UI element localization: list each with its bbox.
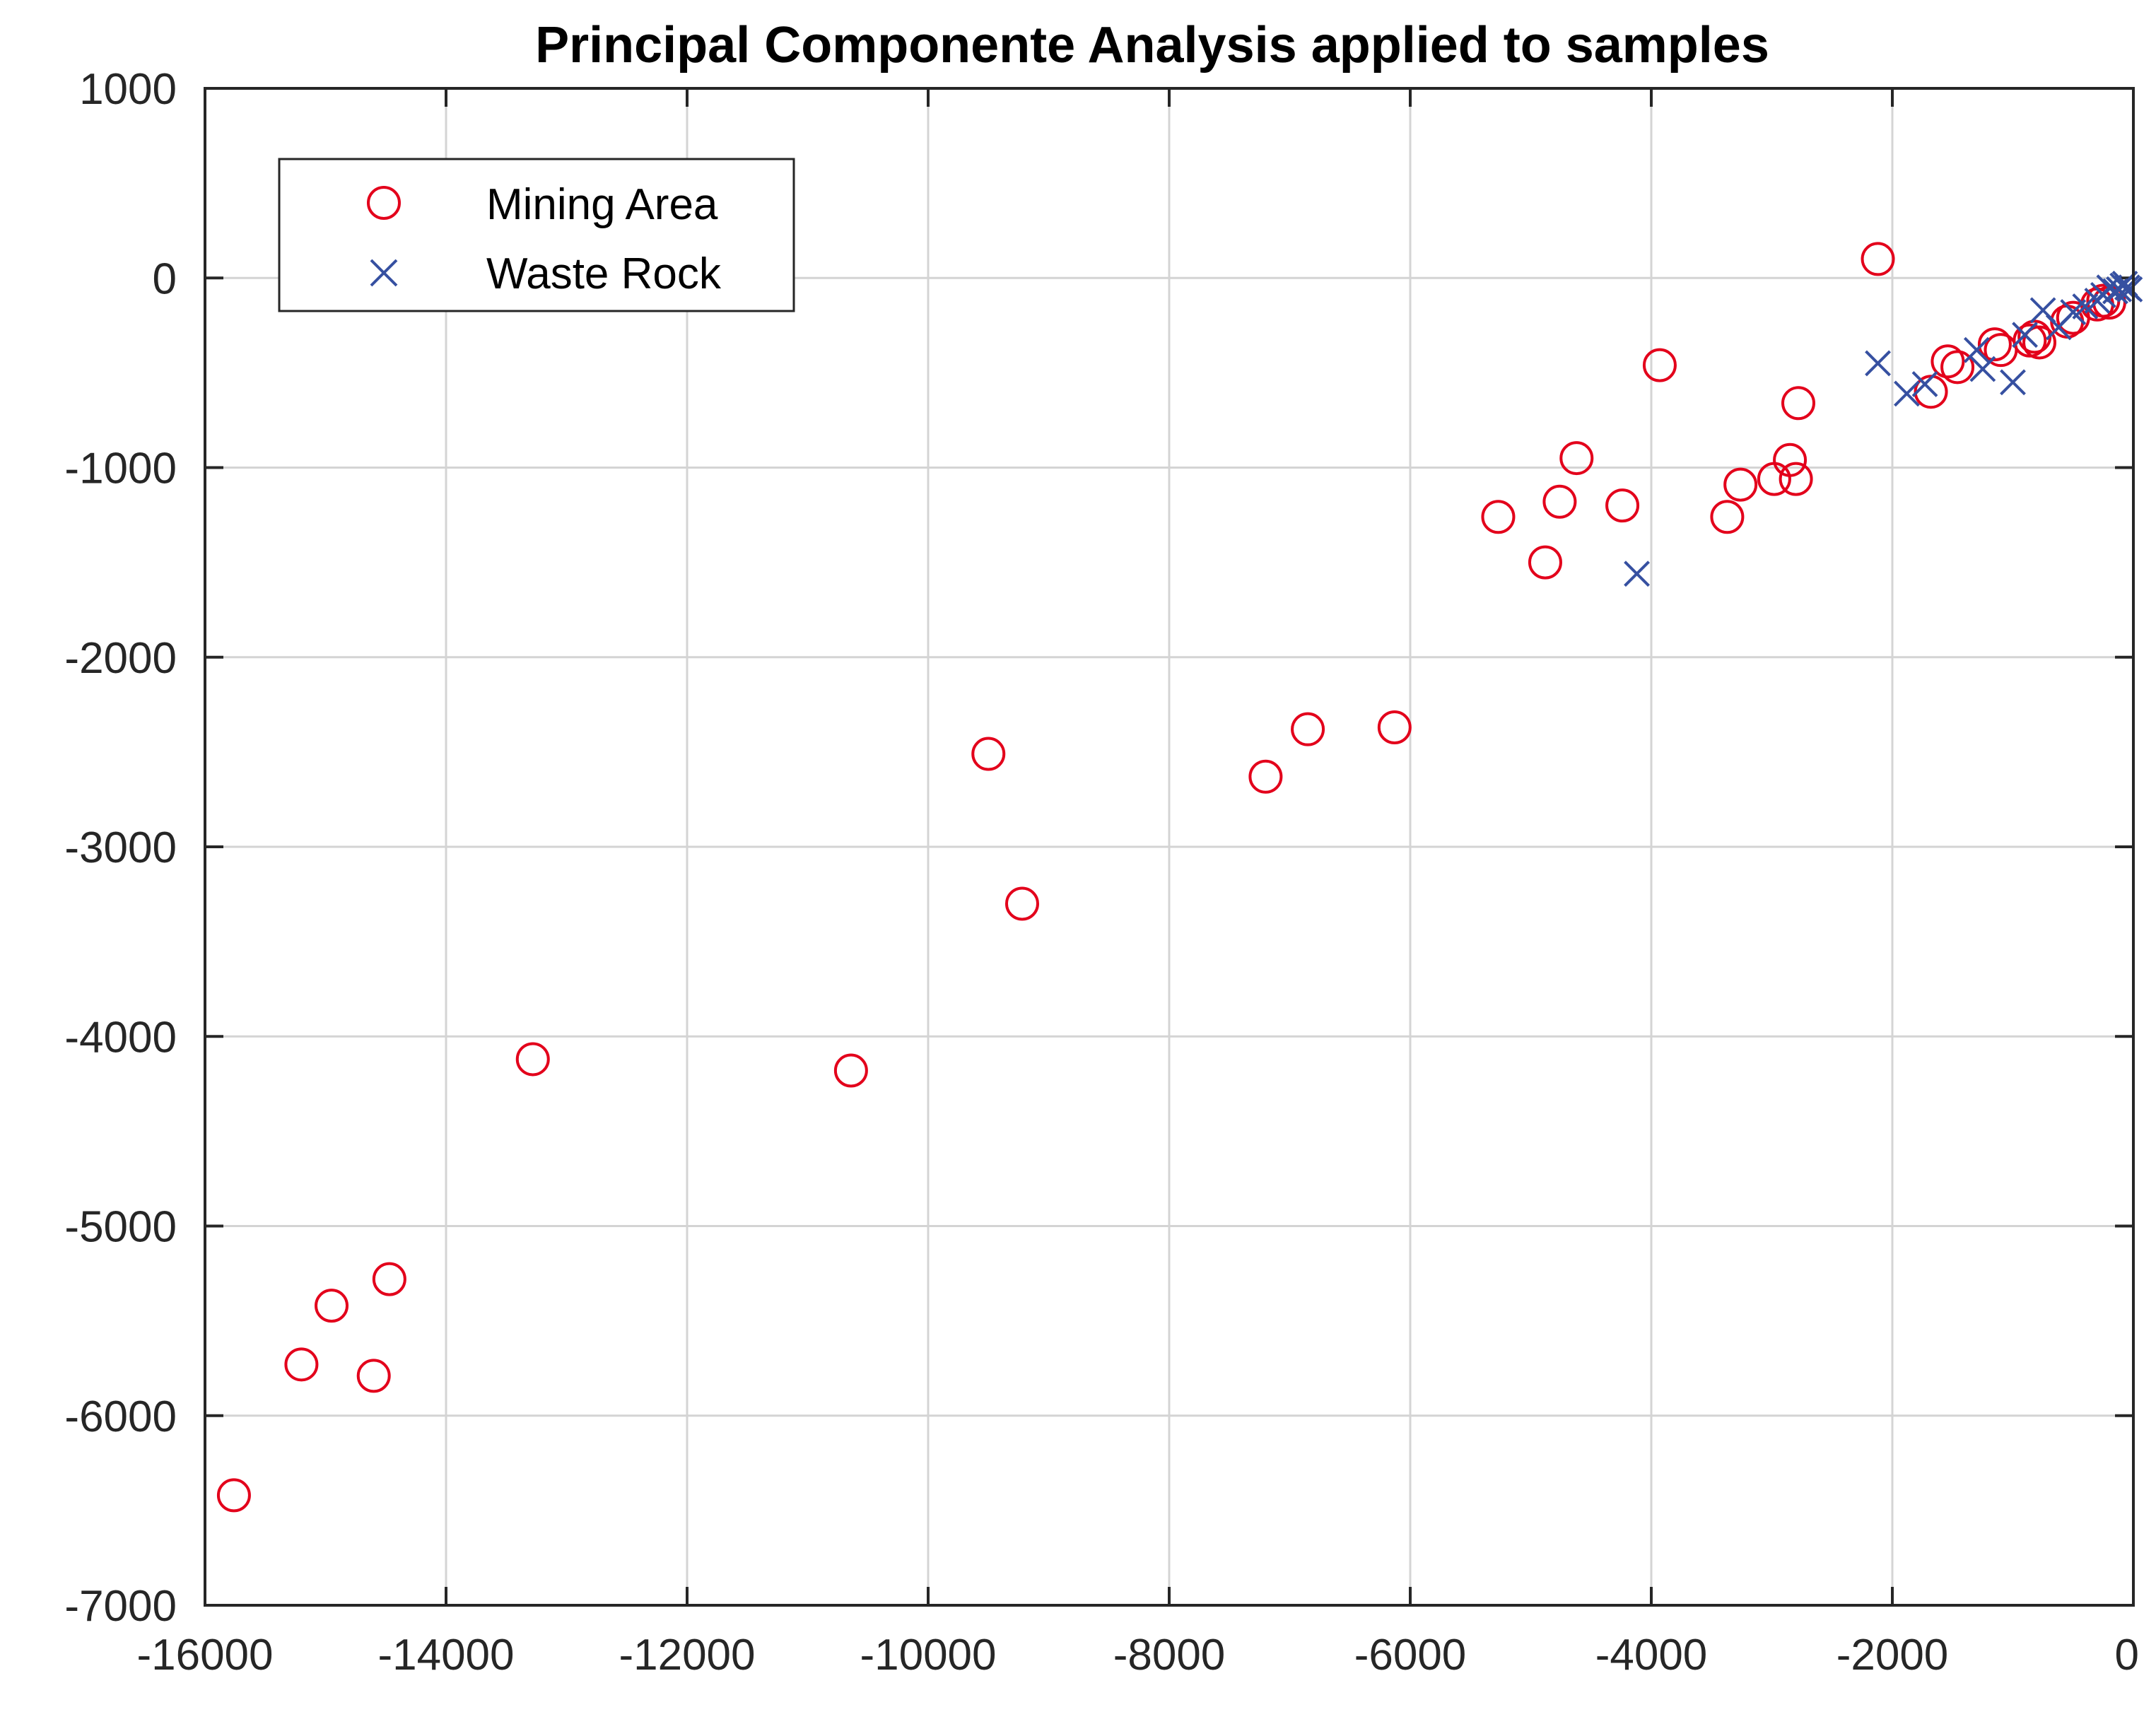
mining-area-point (1559, 441, 1594, 476)
x-tick-label: -2000 (1836, 1631, 1949, 1679)
mining-area-point (1940, 350, 1975, 385)
waste-rock-point (1894, 380, 1920, 407)
x-tick-label: -10000 (860, 1631, 996, 1679)
waste-rock-point (2116, 276, 2143, 303)
mining-area-point (1773, 442, 1808, 477)
mining-area-point (1004, 886, 1039, 921)
chart-title: Principal Componente Analysis applied to… (535, 17, 1769, 74)
y-tick-label: -2000 (64, 634, 177, 683)
legend-label-waste-rock: Waste Rock (486, 250, 722, 298)
waste-rock-point (1624, 561, 1650, 587)
mining-area-point (1528, 545, 1562, 580)
mining-area-point (1291, 712, 1325, 746)
mining-area-point (1931, 344, 1965, 379)
legend-box (278, 158, 795, 312)
legend-marker-mining-area (367, 186, 401, 220)
mining-area-point (1248, 759, 1283, 794)
mining-area-point (356, 1359, 391, 1393)
mining-area-point (1723, 467, 1758, 502)
mining-area-point (515, 1042, 550, 1077)
mining-area-point (315, 1289, 349, 1323)
y-tick-labels: -7000 -6000 -5000 -4000 -3000 -2000 -1000 0 1000 (64, 65, 177, 1631)
y-tick-label: -3000 (64, 823, 177, 872)
x-tick-label: -8000 (1113, 1631, 1226, 1679)
y-tick-label: -1000 (64, 445, 177, 493)
waste-rock-point (1911, 371, 1938, 397)
mining-area-point (1481, 500, 1516, 534)
y-tick-label: -5000 (64, 1203, 177, 1252)
x-tick-label: -6000 (1354, 1631, 1467, 1679)
y-tick-label: 0 (153, 254, 177, 303)
mining-area-point (1861, 242, 1895, 276)
grid-layer (204, 87, 2135, 1607)
mining-area-point (833, 1053, 868, 1088)
mining-area-point (284, 1347, 319, 1382)
y-tick-label: -4000 (64, 1013, 177, 1062)
mining-area-point (1710, 500, 1745, 534)
waste-rock-point (1969, 356, 1996, 382)
mining-area-point (1781, 386, 1816, 421)
mining-area-point (216, 1478, 251, 1513)
mining-area-point (1542, 484, 1577, 519)
waste-rock-point (1865, 350, 1891, 377)
points-layer (216, 242, 2143, 1513)
y-tick-label: -7000 (64, 1582, 177, 1631)
mining-area-point (1779, 462, 1813, 496)
y-tick-label: -6000 (64, 1393, 177, 1441)
legend-label-mining-area: Mining Area (486, 180, 718, 229)
waste-rock-point (2012, 322, 2038, 348)
x-tick-label: -14000 (377, 1631, 514, 1679)
legend: Mining Area Waste Rock (278, 158, 795, 312)
mining-area-point (1377, 710, 1412, 745)
waste-rock-point (2000, 369, 2026, 396)
x-tick-label: -4000 (1595, 1631, 1708, 1679)
mining-area-point (1605, 488, 1640, 523)
waste-rock-point (1963, 336, 1990, 363)
mining-area-point (1642, 348, 1677, 382)
mining-area-point (1977, 327, 2012, 362)
x-tick-label: 0 (2115, 1631, 2139, 1679)
plot-frame (204, 87, 2135, 1607)
y-tick-label: 1000 (79, 65, 177, 114)
mining-area-point (971, 737, 1006, 771)
mining-area-point (2022, 325, 2057, 360)
x-tick-label: -12000 (619, 1631, 755, 1679)
mining-area-point (372, 1262, 406, 1296)
legend-marker-waste-rock (370, 259, 398, 287)
x-tick-label: -16000 (136, 1631, 273, 1679)
x-tick-labels: -16000 -14000 -12000 -10000 -8000 -6000 -4000 -… (136, 1631, 2139, 1679)
